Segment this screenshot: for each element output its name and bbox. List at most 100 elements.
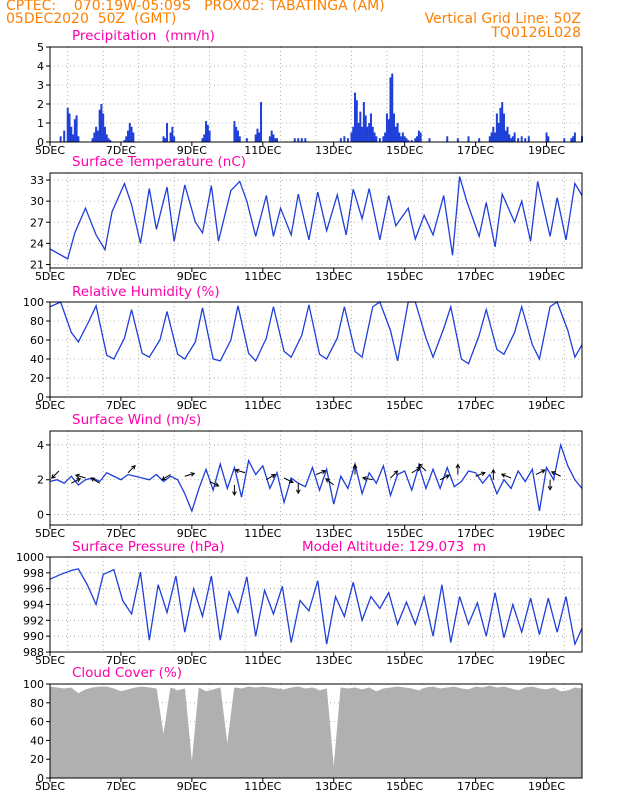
pres-xtick-label: 5DEC — [35, 654, 65, 667]
precip-bar — [504, 130, 507, 142]
precip-xtick-label: 9DEC — [177, 144, 207, 157]
precip-bar — [508, 134, 511, 142]
precip-bar — [385, 113, 388, 142]
precip-bar — [502, 113, 505, 142]
precip-bar — [93, 132, 96, 142]
precip-frame — [49, 46, 583, 143]
precip-bar — [203, 134, 206, 142]
wind-vector-arrow — [161, 474, 171, 481]
temp-xtick-label: 17DEC — [457, 270, 494, 283]
wind-vector-head — [418, 463, 423, 468]
wind-vector-arrow — [90, 477, 100, 484]
wind-vector-head — [90, 477, 96, 482]
model-altitude-label: Model Altitude: 129.073 m — [302, 539, 486, 555]
temp-xtick-label: 11DEC — [244, 270, 281, 283]
temp-frame — [49, 172, 583, 269]
wind-title: Surface Wind (m/s) — [72, 412, 202, 428]
precip-bar — [547, 136, 550, 142]
wind-vector-head — [500, 473, 506, 478]
rh-xtick-label: 19DEC — [528, 399, 565, 412]
wind-vector-head — [190, 472, 196, 477]
pres-ytick-label: 1000 — [16, 551, 44, 564]
wind-xtick-label: 9DEC — [177, 527, 207, 540]
precip-bar — [398, 132, 401, 142]
rh-xtick-label: 5DEC — [35, 399, 65, 412]
pres-xtick-label: 7DEC — [106, 654, 136, 667]
cloud-xtick-label: 11DEC — [244, 780, 281, 793]
precip-bar — [394, 126, 397, 142]
wind-vector-arrow — [390, 470, 398, 479]
wind-xtick-label: 17DEC — [457, 527, 494, 540]
precip-bar — [162, 136, 165, 142]
pres-xtick-label: 11DEC — [244, 654, 281, 667]
temp-ytick-label: 30 — [30, 195, 44, 208]
wind-vector-arrow — [535, 469, 546, 475]
precip-bar — [238, 136, 241, 142]
precip-bar — [268, 136, 271, 142]
precip-bar — [410, 140, 413, 142]
rh-xtick-label: 7DEC — [106, 399, 136, 412]
cloud-ytick-label: 40 — [30, 734, 44, 747]
precip-xtick-label: 11DEC — [244, 144, 281, 157]
cloud-xtick-label: 17DEC — [457, 780, 494, 793]
precip-bar — [527, 136, 530, 142]
wind-xtick-label: 15DEC — [386, 527, 423, 540]
wind-series-line — [49, 442, 583, 513]
precip-bar — [369, 113, 372, 142]
pres-ytick-label: 992 — [23, 614, 44, 627]
precip-bar — [384, 132, 387, 142]
precip-bar — [488, 136, 491, 142]
precip-bar — [96, 130, 99, 142]
precip-bar — [105, 134, 108, 142]
wind-vector-arrow — [51, 470, 60, 479]
cloud-cover-area — [49, 685, 583, 779]
wind-vector-head — [214, 482, 220, 487]
cloud-frame — [49, 683, 583, 779]
precip-bar — [66, 107, 69, 142]
precip-bar — [524, 138, 527, 142]
pres-series-line — [49, 568, 583, 647]
wind-vector-arrow — [75, 474, 86, 479]
temp-ytick-label: 21 — [30, 258, 44, 271]
precip-bar — [517, 138, 520, 142]
precip-ytick-label: 0 — [37, 136, 44, 149]
precip-bar — [510, 138, 513, 142]
precip-bar — [171, 126, 174, 142]
precip-bar — [95, 126, 98, 142]
precip-bar — [359, 111, 362, 142]
precip-ytick-label: 4 — [37, 60, 44, 73]
wind-vector-arrow — [325, 478, 335, 486]
precip-bar — [75, 115, 78, 142]
temp-xtick-label: 15DEC — [386, 270, 423, 283]
precip-bar — [91, 138, 94, 142]
temp-xtick-label: 5DEC — [35, 270, 65, 283]
wind-vector-head — [76, 478, 82, 483]
precip-bar — [428, 138, 431, 142]
precip-bar — [373, 132, 376, 142]
precip-bar — [68, 113, 71, 142]
cloud-cover-title: Cloud Cover (%) — [72, 665, 183, 681]
precip-ytick-label: 5 — [37, 41, 44, 54]
wind-vector-arrow — [235, 469, 246, 474]
precip-bar — [206, 124, 209, 142]
wind-frame — [49, 430, 583, 526]
precip-bar — [272, 134, 275, 142]
precip-bar — [275, 138, 278, 142]
precip-bar — [403, 136, 406, 142]
precip-bar — [304, 138, 307, 142]
cloud-xtick-label: 7DEC — [106, 780, 136, 793]
precip-xtick-label: 17DEC — [457, 144, 494, 157]
precip-bar — [573, 132, 576, 142]
wind-vector-arrow — [283, 477, 294, 483]
cloud-ytick-label: 80 — [30, 697, 44, 710]
precip-bar — [173, 136, 176, 142]
precip-bar — [98, 109, 101, 142]
precip-bar — [494, 132, 497, 142]
rh-xtick-label: 9DEC — [177, 399, 207, 412]
precip-xtick-label: 15DEC — [386, 144, 423, 157]
pres-xtick-label: 13DEC — [315, 654, 352, 667]
precip-bar — [407, 140, 410, 142]
precip-bar — [100, 104, 103, 142]
wind-vector-arrow — [266, 474, 276, 481]
humidity-title: Relative Humidity (%) — [72, 284, 220, 300]
